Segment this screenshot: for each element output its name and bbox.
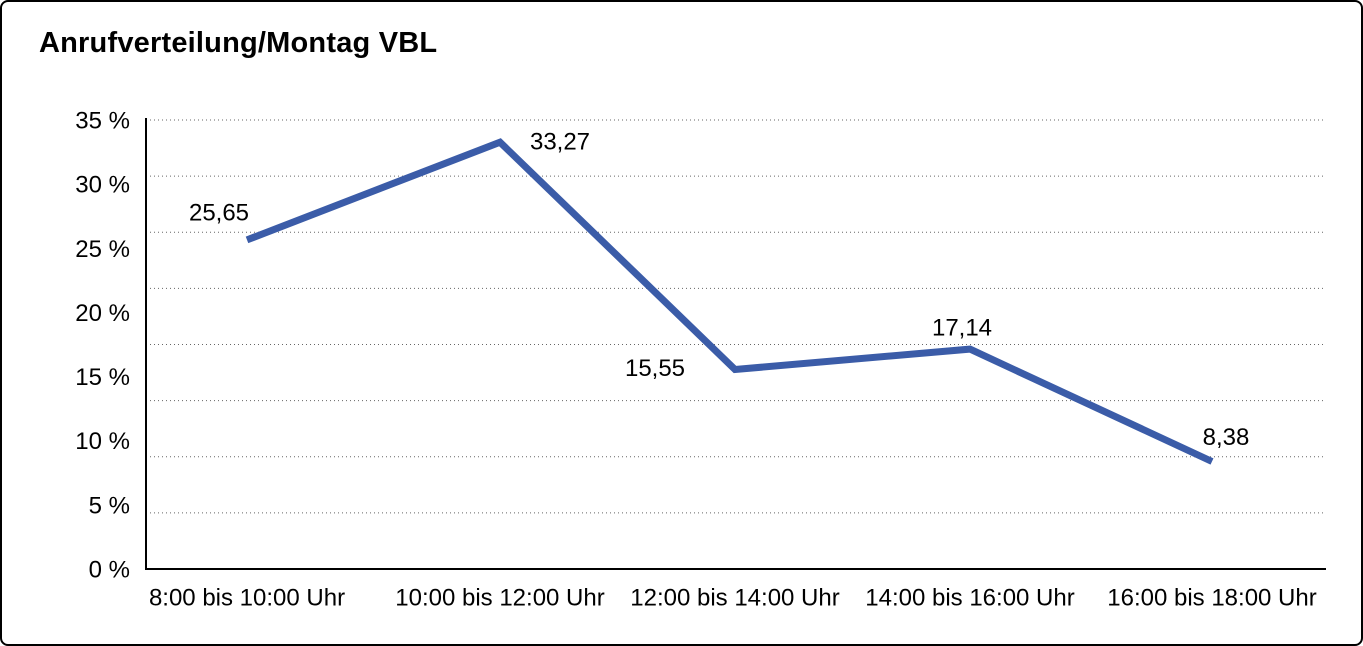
x-tick-label: 16:00 bis 18:00 Uhr: [1107, 585, 1316, 612]
y-tick-label: 0 %: [89, 557, 130, 584]
y-tick-label: 5 %: [89, 492, 130, 519]
x-tick-label: 10:00 bis 12:00 Uhr: [395, 585, 604, 612]
x-tick-label: 14:00 bis 16:00 Uhr: [865, 585, 1074, 612]
y-tick-label: 35 %: [75, 108, 130, 135]
y-tick-label: 30 %: [75, 172, 130, 199]
x-tick-label: 8:00 bis 10:00 Uhr: [149, 585, 345, 612]
y-tick-label: 15 %: [75, 364, 130, 391]
data-series-line: [245, 138, 1214, 465]
y-tick-label: 10 %: [75, 428, 130, 455]
y-tick-label: 20 %: [75, 300, 130, 327]
chart-title: Anrufverteilung/Montag VBL: [39, 27, 438, 59]
data-point-label: 25,65: [189, 199, 249, 226]
data-point-label: 15,55: [625, 355, 685, 382]
data-point-label: 17,14: [932, 315, 992, 342]
data-point-label: 8,38: [1203, 424, 1250, 451]
data-point-label: 33,27: [530, 129, 590, 156]
y-tick-label: 25 %: [75, 236, 130, 263]
x-tick-label: 12:00 bis 14:00 Uhr: [630, 585, 839, 612]
